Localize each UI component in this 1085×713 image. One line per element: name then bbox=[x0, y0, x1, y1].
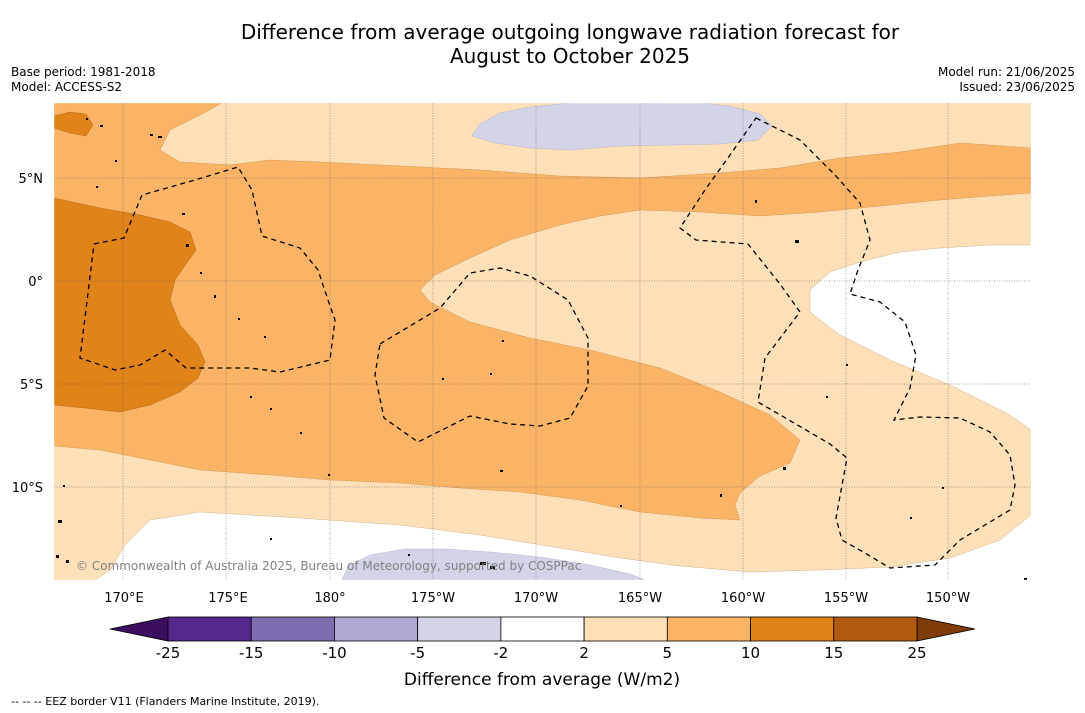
colorbar-tick-label: -25 bbox=[156, 644, 181, 662]
lat-label-10s: 10°S bbox=[12, 481, 43, 496]
issued-date: Issued: 23/06/2025 bbox=[959, 80, 1075, 94]
colorbar-tick-label: 5 bbox=[663, 644, 673, 662]
lon-label-170e: 170°E bbox=[104, 591, 144, 606]
light-purple-north bbox=[471, 103, 773, 151]
map-plot-area: © Commonwealth of Australia 2025, Bureau… bbox=[54, 103, 1031, 580]
lon-label-170w: 170°W bbox=[514, 591, 558, 606]
map-frame bbox=[53, 102, 1032, 581]
colorbar-under-arrow bbox=[109, 616, 169, 642]
model-name: Model: ACCESS-S2 bbox=[11, 80, 123, 94]
colorbar-tick-label: 25 bbox=[907, 644, 926, 662]
colorbar-segment bbox=[500, 616, 585, 642]
colorbar-tick-label: -2 bbox=[493, 644, 508, 662]
colorbar-segment bbox=[250, 616, 335, 642]
model-run: Model run: 21/06/2025 bbox=[937, 65, 1075, 79]
base-period: Base period: 1981-2018 bbox=[11, 65, 156, 79]
lat-label-5s: 5°S bbox=[20, 378, 43, 393]
lon-label-180: 180° bbox=[314, 591, 345, 606]
colorbar-tick-label: -10 bbox=[322, 644, 347, 662]
colorbar-segment bbox=[167, 616, 252, 642]
colorbar-segment bbox=[666, 616, 751, 642]
colorbar-over-arrow bbox=[916, 616, 976, 642]
colorbar-tick-label: -5 bbox=[410, 644, 425, 662]
colorbar-segment bbox=[583, 616, 668, 642]
dark-orange-spot bbox=[54, 111, 94, 137]
graticule bbox=[54, 103, 1031, 580]
colorbar-segment bbox=[417, 616, 502, 642]
islands bbox=[56, 118, 1027, 580]
colorbar: -25 -15 -10 -5 -2 2 5 10 15 25 Difference from av… bbox=[109, 616, 976, 690]
lat-label-5n: 5°N bbox=[19, 172, 44, 187]
colorbar-tick-label: 15 bbox=[824, 644, 843, 662]
orange-band bbox=[54, 103, 1031, 521]
map-title: Difference from average outgoing longwav… bbox=[0, 20, 1085, 68]
eez-borders bbox=[79, 117, 1016, 569]
lon-label-175e: 175°E bbox=[208, 591, 248, 606]
eez-legend-note: -- -- -- EEZ border V11 (Flanders Marine… bbox=[11, 695, 320, 708]
meta-left: Base period: 1981-2018 Model: ACCESS-S2 bbox=[11, 65, 156, 95]
lat-label-0: 0° bbox=[28, 275, 43, 290]
colorbar-tick-label: -15 bbox=[239, 644, 264, 662]
meta-right: Model run: 21/06/2025 Issued: 23/06/2025 bbox=[938, 65, 1075, 95]
title-line-2: August to October 2025 bbox=[449, 44, 691, 68]
lon-label-165w: 165°W bbox=[618, 591, 662, 606]
colorbar-segment bbox=[334, 616, 419, 642]
title-line-1: Difference from average outgoing longwav… bbox=[240, 20, 900, 44]
lon-label-175w: 175°W bbox=[411, 591, 455, 606]
colorbar-segment bbox=[750, 616, 835, 642]
colorbar-tick-label: 2 bbox=[579, 644, 589, 662]
colorbar-tick-labels: -25 -15 -10 -5 -2 2 5 10 15 25 bbox=[156, 644, 927, 662]
colorbar-tick-label: 10 bbox=[741, 644, 760, 662]
colorbar-title: Difference from average (W/m2) bbox=[404, 670, 680, 690]
lon-label-155w: 155°W bbox=[824, 591, 868, 606]
lon-label-160w: 160°W bbox=[721, 591, 765, 606]
colorbar-segment bbox=[833, 616, 918, 642]
copyright-notice: © Commonwealth of Australia 2025, Bureau… bbox=[76, 559, 581, 573]
lon-label-150w: 150°W bbox=[926, 591, 970, 606]
dark-orange-region bbox=[54, 197, 206, 413]
light-purple-south bbox=[341, 548, 646, 580]
colorbar-segments bbox=[167, 616, 918, 642]
